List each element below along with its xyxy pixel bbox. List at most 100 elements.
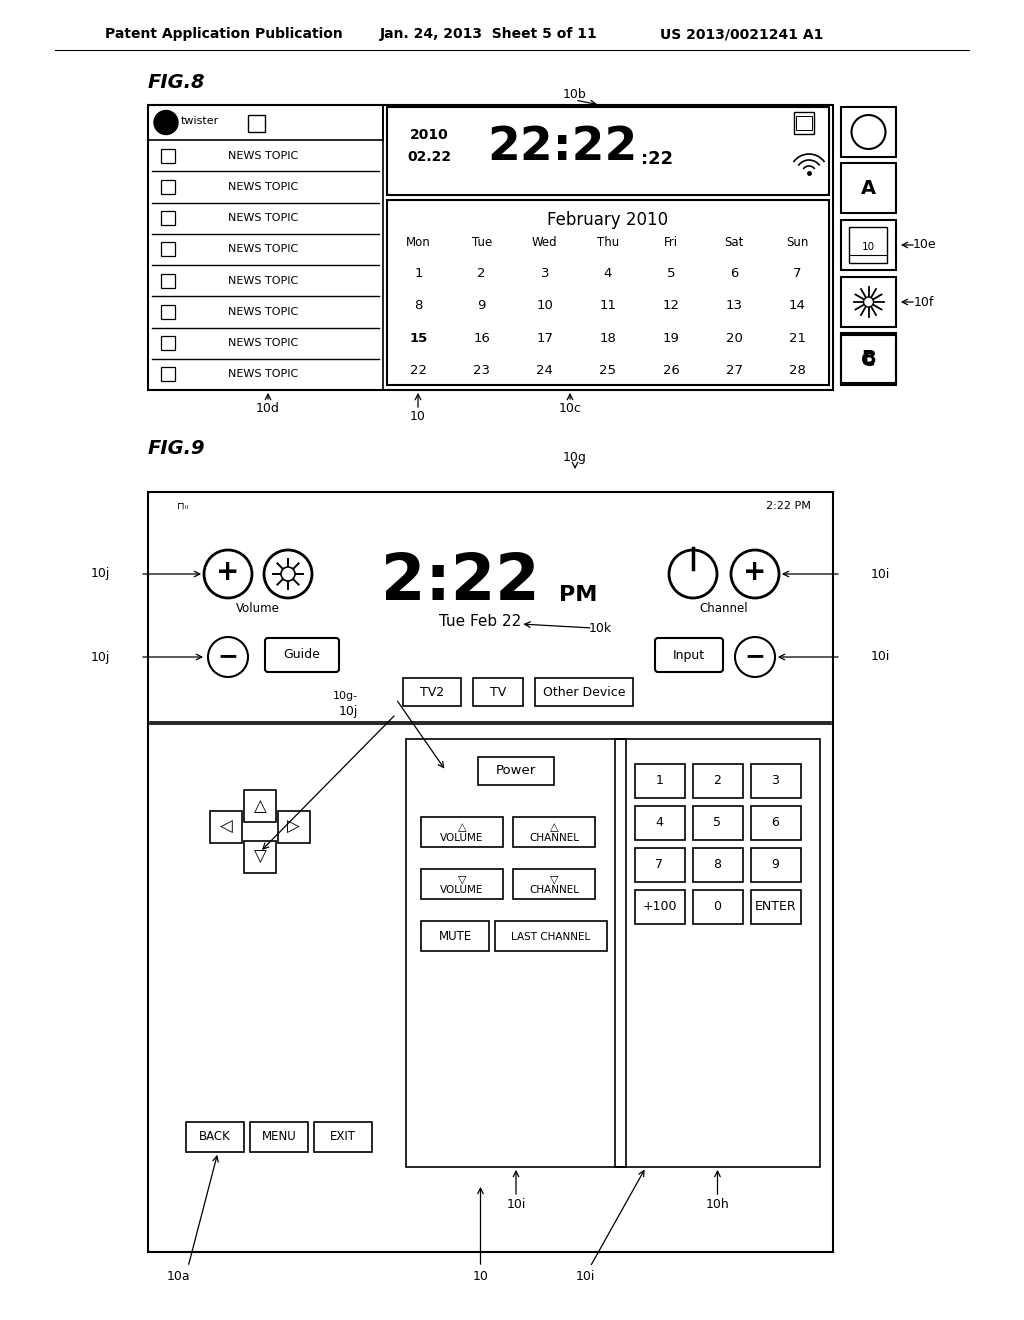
Text: 14: 14 bbox=[788, 300, 806, 313]
Text: 10b: 10b bbox=[563, 88, 587, 102]
Text: ▽: ▽ bbox=[254, 849, 266, 866]
Text: 10i: 10i bbox=[871, 568, 891, 581]
Text: 2010: 2010 bbox=[410, 128, 449, 143]
Text: 27: 27 bbox=[726, 364, 742, 378]
Bar bbox=[148, 492, 833, 1251]
Bar bbox=[513, 869, 595, 899]
Text: 10k: 10k bbox=[589, 623, 612, 635]
Text: EXIT: EXIT bbox=[330, 1130, 356, 1143]
Text: 18: 18 bbox=[600, 331, 616, 345]
Text: NEWS TOPIC: NEWS TOPIC bbox=[228, 244, 298, 255]
Bar bbox=[751, 890, 801, 924]
Text: :22: :22 bbox=[641, 150, 673, 168]
Text: NEWS TOPIC: NEWS TOPIC bbox=[228, 276, 298, 285]
Bar bbox=[751, 847, 801, 882]
Bar bbox=[278, 810, 309, 843]
Text: A: A bbox=[861, 178, 877, 198]
Bar bbox=[161, 149, 175, 162]
Text: 10e: 10e bbox=[912, 239, 936, 252]
Text: 10i: 10i bbox=[575, 1270, 595, 1283]
Text: 28: 28 bbox=[788, 364, 806, 378]
Circle shape bbox=[281, 568, 295, 581]
Bar bbox=[210, 810, 243, 843]
Text: ENTER: ENTER bbox=[755, 900, 797, 913]
Text: 9: 9 bbox=[477, 300, 486, 313]
Bar bbox=[161, 337, 175, 350]
Text: VOLUME: VOLUME bbox=[440, 884, 483, 895]
Bar bbox=[849, 227, 887, 263]
Text: 4: 4 bbox=[604, 267, 612, 280]
Bar bbox=[421, 921, 489, 950]
Bar bbox=[244, 789, 276, 822]
Text: −: − bbox=[217, 644, 239, 668]
Text: 26: 26 bbox=[663, 364, 680, 378]
Text: 16: 16 bbox=[473, 331, 490, 345]
Text: 10j: 10j bbox=[91, 651, 110, 664]
Bar bbox=[796, 116, 812, 129]
Text: 17: 17 bbox=[537, 331, 553, 345]
Bar bbox=[692, 890, 742, 924]
Text: 5: 5 bbox=[714, 817, 722, 829]
Bar bbox=[244, 841, 276, 874]
Text: Patent Application Publication: Patent Application Publication bbox=[105, 26, 343, 41]
Text: US 2013/0021241 A1: US 2013/0021241 A1 bbox=[660, 26, 823, 41]
Bar bbox=[841, 277, 896, 327]
Bar bbox=[841, 335, 896, 385]
Bar bbox=[161, 211, 175, 226]
Bar bbox=[513, 817, 595, 847]
Text: 02.22: 02.22 bbox=[407, 150, 451, 164]
Text: w: w bbox=[161, 117, 171, 128]
Text: TV2: TV2 bbox=[420, 685, 444, 698]
Text: Other Device: Other Device bbox=[543, 685, 626, 698]
Text: NEWS TOPIC: NEWS TOPIC bbox=[228, 213, 298, 223]
Text: NEWS TOPIC: NEWS TOPIC bbox=[228, 182, 298, 191]
Text: NEWS TOPIC: NEWS TOPIC bbox=[228, 306, 298, 317]
Text: 11: 11 bbox=[599, 300, 616, 313]
Text: 24: 24 bbox=[537, 364, 553, 378]
Text: CHANNEL: CHANNEL bbox=[529, 884, 579, 895]
Bar bbox=[794, 112, 814, 135]
Bar bbox=[495, 921, 607, 950]
Text: Jan. 24, 2013  Sheet 5 of 11: Jan. 24, 2013 Sheet 5 of 11 bbox=[380, 26, 598, 41]
Bar bbox=[161, 305, 175, 319]
Bar bbox=[692, 807, 742, 840]
Bar bbox=[421, 817, 503, 847]
Text: Channel: Channel bbox=[699, 602, 749, 615]
Bar bbox=[403, 678, 461, 706]
Text: 0: 0 bbox=[714, 900, 722, 913]
Text: △: △ bbox=[254, 797, 266, 814]
Bar bbox=[186, 1122, 244, 1152]
Text: 10f: 10f bbox=[913, 296, 934, 309]
Bar bbox=[148, 106, 833, 389]
Text: 10a: 10a bbox=[166, 1270, 189, 1283]
Text: 10d: 10d bbox=[256, 401, 280, 414]
Text: −: − bbox=[744, 644, 766, 668]
Text: +100: +100 bbox=[642, 900, 677, 913]
Text: 10g: 10g bbox=[563, 451, 587, 465]
Text: 7: 7 bbox=[794, 267, 802, 280]
Bar bbox=[387, 107, 829, 195]
Text: TV: TV bbox=[489, 685, 506, 698]
Text: 6: 6 bbox=[771, 817, 779, 829]
Bar bbox=[250, 1122, 308, 1152]
Bar bbox=[478, 756, 554, 785]
Text: NEWS TOPIC: NEWS TOPIC bbox=[228, 338, 298, 348]
Text: 4: 4 bbox=[655, 817, 664, 829]
Bar bbox=[635, 847, 684, 882]
Text: 3: 3 bbox=[771, 775, 779, 788]
Text: Sun: Sun bbox=[786, 235, 809, 248]
Bar bbox=[692, 847, 742, 882]
Text: 12: 12 bbox=[663, 300, 680, 313]
Text: 3: 3 bbox=[541, 267, 549, 280]
Text: 1: 1 bbox=[655, 775, 664, 788]
Text: 21: 21 bbox=[788, 331, 806, 345]
Bar bbox=[148, 106, 383, 389]
Bar bbox=[535, 678, 633, 706]
Text: 13: 13 bbox=[726, 300, 742, 313]
Text: Thu: Thu bbox=[597, 235, 620, 248]
Text: C: C bbox=[861, 351, 876, 370]
Text: LAST CHANNEL: LAST CHANNEL bbox=[511, 932, 591, 942]
Text: BACK: BACK bbox=[199, 1130, 230, 1143]
Bar bbox=[248, 115, 265, 132]
Text: 22:22: 22:22 bbox=[486, 124, 637, 169]
